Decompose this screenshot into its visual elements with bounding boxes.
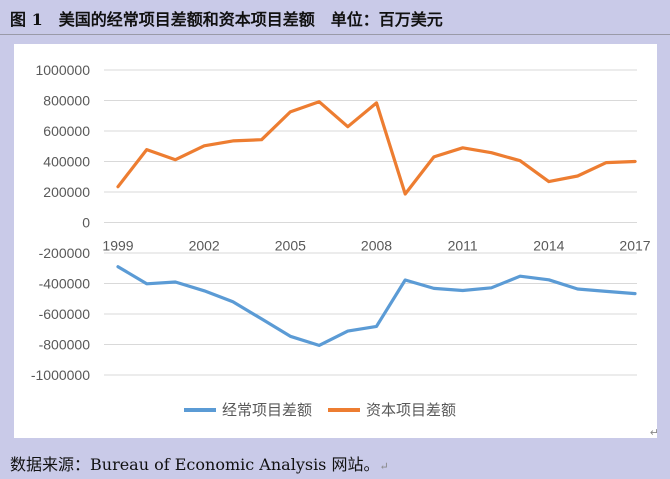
y-tick-label: 200000 [43, 184, 90, 200]
y-tick-label: -200000 [39, 245, 91, 261]
x-axis-tick-labels: 1999 2002 2005 2008 2011 2014 2017 [102, 238, 650, 254]
series-line-1 [116, 265, 637, 347]
source-note: 数据来源：Bureau of Economic Analysis 网站。↵ [10, 451, 389, 475]
legend-label: 经常项目差额 [222, 402, 312, 419]
y-tick-label: 1000000 [35, 62, 90, 78]
y-axis-tick-labels: 1000000 800000 600000 400000 200000 0 -200000 -… [31, 62, 90, 383]
legend: 经常项目差额 资本项目差额 ↵ [184, 402, 657, 438]
x-tick-label: 2017 [619, 238, 650, 254]
source-text: 数据来源：Bureau of Economic Analysis 网站。 [10, 455, 380, 474]
y-tick-label: 0 [82, 215, 90, 231]
y-tick-label: 800000 [43, 93, 90, 109]
series-line-2 [116, 100, 637, 196]
line-chart: 1000000 800000 600000 400000 200000 0 -200000 -… [31, 62, 657, 438]
page-title: 图 1 美国的经常项目差额和资本项目差额 单位：百万美元 [10, 10, 443, 29]
chart-panel: 1000000 800000 600000 400000 200000 0 -200000 -… [14, 44, 657, 438]
y-tick-label: -1000000 [31, 367, 90, 383]
x-tick-label: 2011 [448, 238, 478, 254]
paragraph-mark-icon: ↵ [379, 460, 389, 473]
y-tick-label: 400000 [43, 154, 90, 170]
x-tick-label: 2002 [189, 238, 220, 254]
x-tick-label: 2008 [361, 238, 392, 254]
x-tick-label: 2014 [533, 238, 564, 254]
paragraph-mark-icon: ↵ [650, 427, 657, 438]
y-tick-label: 600000 [43, 123, 90, 139]
x-tick-label: 1999 [102, 238, 133, 254]
y-tick-label: -600000 [39, 306, 91, 322]
y-tick-label: -800000 [39, 337, 91, 353]
series-lines [116, 100, 637, 347]
grid-lines [104, 69, 637, 376]
y-tick-label: -400000 [39, 276, 91, 292]
title-divider [0, 34, 670, 35]
x-tick-label: 2005 [275, 238, 306, 254]
legend-label: 资本项目差额 [366, 402, 456, 419]
